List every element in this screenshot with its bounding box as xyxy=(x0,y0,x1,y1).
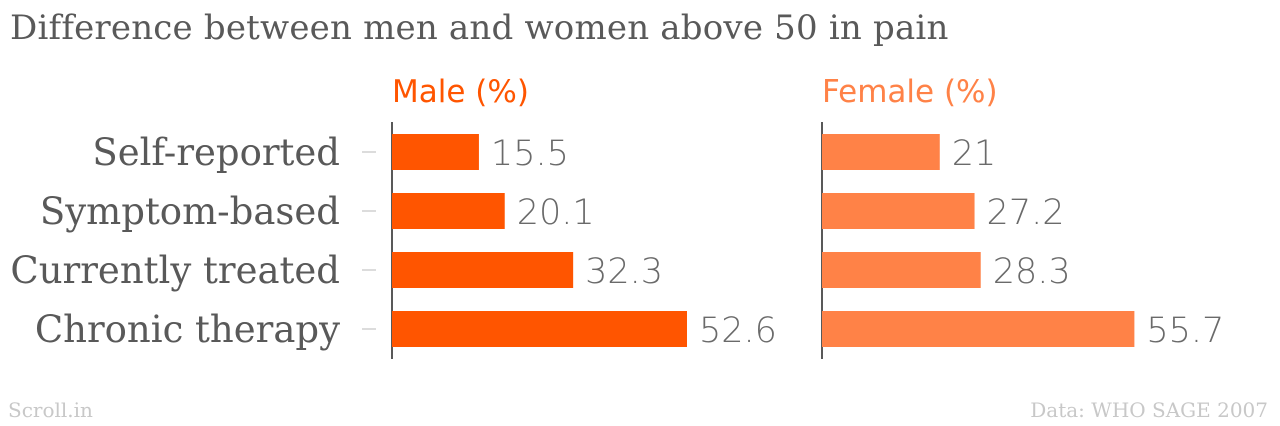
publisher-credit: Scroll.in xyxy=(8,398,93,422)
female-value-label: 27.2 xyxy=(987,193,1065,233)
female-value-label: 21 xyxy=(952,134,997,174)
female-bar xyxy=(822,252,981,288)
data-source: Data: WHO SAGE 2007 xyxy=(1030,398,1268,422)
female-bar xyxy=(822,193,975,229)
female-value-label: 28.3 xyxy=(993,252,1071,292)
male-bar xyxy=(392,252,574,288)
male-bar xyxy=(392,134,479,170)
category-label: Self-reported xyxy=(92,131,340,174)
male-value-label: 20.1 xyxy=(517,193,595,233)
male-value-label: 15.5 xyxy=(491,134,569,174)
male-value-label: 52.6 xyxy=(699,311,777,351)
male-bar xyxy=(392,311,687,347)
female-value-label: 55.7 xyxy=(1146,311,1224,351)
category-label: Currently treated xyxy=(10,249,340,292)
male-bar xyxy=(392,193,505,229)
female-bar xyxy=(822,134,940,170)
chart-title: Difference between men and women above 5… xyxy=(10,8,949,48)
category-label: Symptom-based xyxy=(40,190,340,233)
female-bar xyxy=(822,311,1135,347)
female-panel-header: Female (%) xyxy=(822,74,998,110)
male-value-label: 32.3 xyxy=(585,252,663,292)
category-label: Chronic therapy xyxy=(35,308,340,351)
male-panel-header: Male (%) xyxy=(392,74,529,110)
